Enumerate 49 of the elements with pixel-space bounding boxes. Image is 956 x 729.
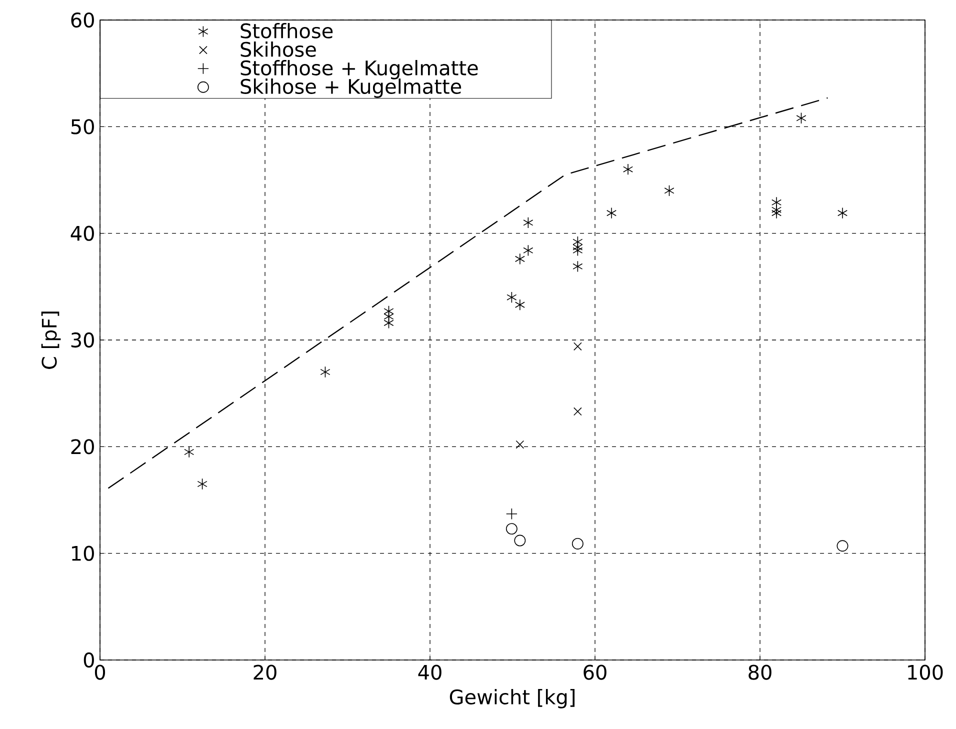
point xyxy=(523,244,534,256)
point xyxy=(514,253,525,265)
point xyxy=(384,305,394,317)
legend-label: Stoffhose + Kugelmatte xyxy=(240,60,478,80)
legend-label: Skihose + Kugelmatte xyxy=(240,78,462,98)
point xyxy=(184,446,194,458)
x-tick-label: 80 xyxy=(748,664,772,680)
x-tick-label: 60 xyxy=(584,664,606,680)
y-tick-label: 30 xyxy=(71,332,94,348)
point xyxy=(836,540,848,552)
y-tick-label: 50 xyxy=(71,119,94,134)
legend-label: Stoffhose xyxy=(240,22,333,38)
point xyxy=(572,244,583,256)
point xyxy=(606,207,617,219)
x-tick-label: 20 xyxy=(254,664,276,680)
y-tick-label: 40 xyxy=(70,226,94,241)
x-tick-label: 0 xyxy=(94,664,106,680)
point xyxy=(514,299,525,311)
x-tick-label: 100 xyxy=(908,664,943,680)
point xyxy=(506,523,518,535)
point xyxy=(514,534,526,546)
point xyxy=(384,310,394,322)
x-axis-title: Gewicht [kg] xyxy=(450,689,575,708)
point xyxy=(506,292,517,304)
point xyxy=(506,508,518,520)
point xyxy=(664,184,674,196)
legend-label: Skihose xyxy=(240,41,316,57)
y-tick-label: 60 xyxy=(71,12,94,28)
point xyxy=(574,407,582,416)
point xyxy=(197,478,208,490)
point xyxy=(796,112,806,124)
y-tick-label: 10 xyxy=(72,546,94,561)
point xyxy=(572,538,584,550)
y-axis-title: C [pF] xyxy=(41,312,61,369)
point xyxy=(384,317,394,329)
point xyxy=(837,207,848,219)
point xyxy=(320,366,330,378)
x-tick-label: 40 xyxy=(418,664,442,680)
point xyxy=(574,342,582,351)
point xyxy=(771,207,782,219)
point xyxy=(622,164,634,176)
point xyxy=(771,204,782,216)
point xyxy=(523,216,534,228)
point xyxy=(516,440,524,449)
y-tick-label: 0 xyxy=(84,652,94,668)
point xyxy=(572,241,583,253)
point xyxy=(572,260,583,272)
point xyxy=(771,196,782,208)
y-tick-label: 20 xyxy=(71,439,94,454)
